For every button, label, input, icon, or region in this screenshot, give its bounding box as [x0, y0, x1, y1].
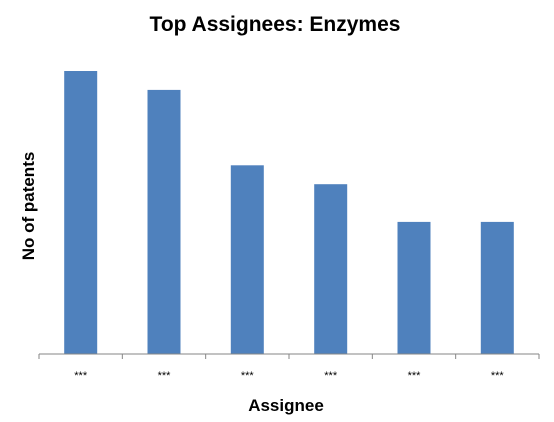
x-tick-label: *** — [158, 370, 172, 382]
bar-1 — [64, 71, 98, 354]
y-axis-label: No of patents — [19, 152, 38, 261]
x-tick-label: *** — [408, 370, 422, 382]
bar-3 — [230, 165, 264, 354]
x-tick-label: *** — [491, 370, 505, 382]
chart-title: Top Assignees: Enzymes — [150, 13, 401, 36]
bars-layer — [64, 71, 514, 355]
x-tick-label: *** — [74, 370, 88, 382]
x-tick-label: *** — [241, 370, 255, 382]
bar-4 — [314, 184, 348, 354]
bar-2 — [147, 89, 181, 355]
x-tick-label: *** — [324, 370, 338, 382]
x-axis — [38, 353, 540, 359]
bar-5 — [397, 221, 431, 354]
x-axis-label: Assignee — [248, 396, 324, 415]
bar-6 — [480, 221, 514, 354]
x-tick-labels: *** *** *** *** *** *** — [74, 370, 504, 382]
